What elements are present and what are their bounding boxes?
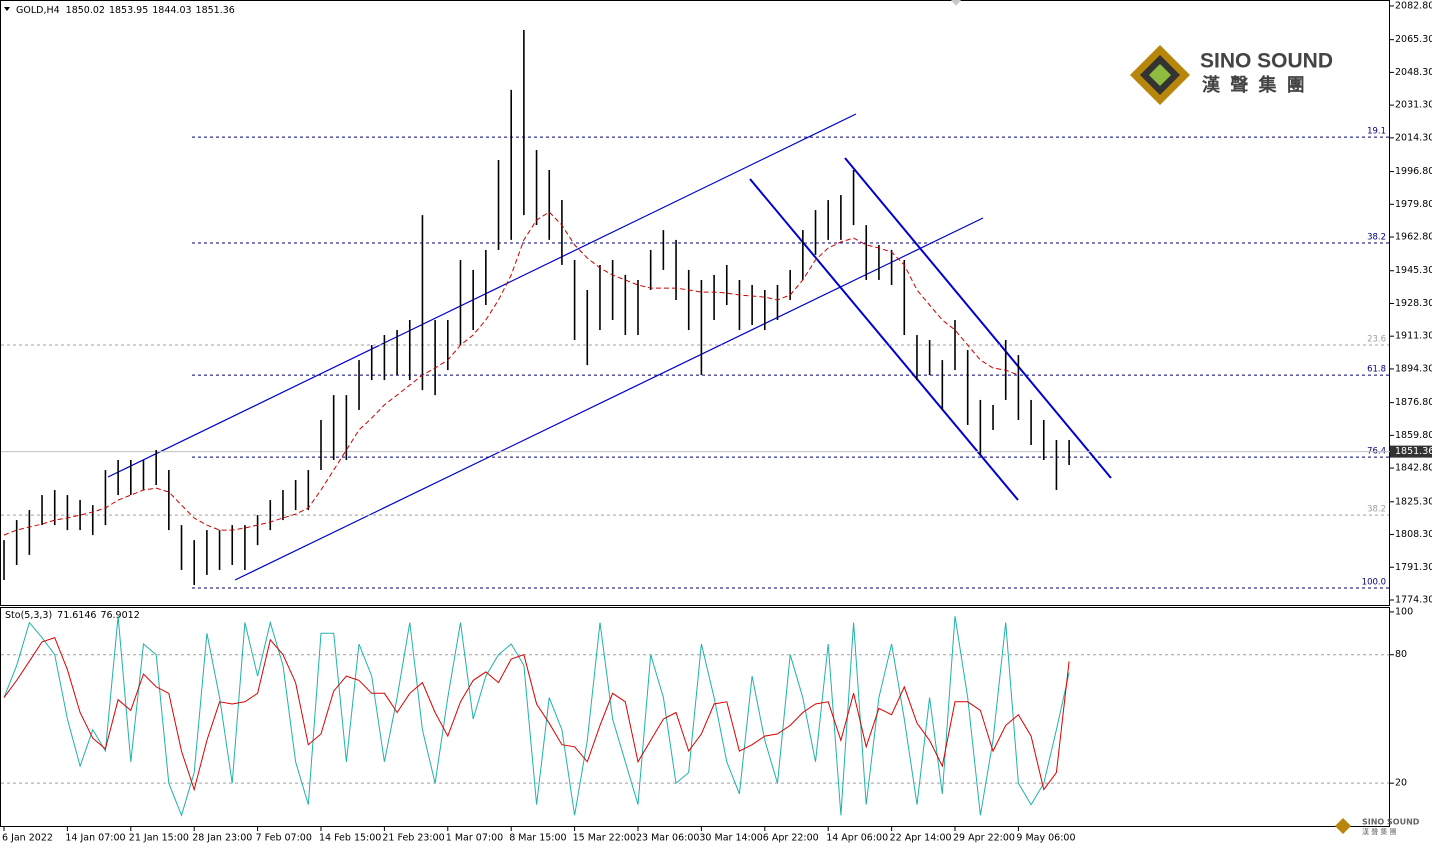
y-tick-label: 1928.30: [1395, 298, 1432, 309]
x-tick-label: 9 May 06:00: [1016, 833, 1075, 844]
stochastic-line: [3, 636, 1070, 792]
y-tick-label: 1911.30: [1395, 331, 1432, 342]
down-channel-lower[interactable]: [749, 178, 1019, 501]
x-tick-label: 15 Mar 22:00: [573, 833, 636, 844]
y-tick-label: 20: [1395, 778, 1407, 789]
y-tick-label: 2048.30: [1395, 67, 1432, 78]
x-tick-label: 1 Mar 07:00: [446, 833, 503, 844]
y-tick-label: 1825.30: [1395, 496, 1432, 507]
x-tick-label: 21 Jan 15:00: [129, 833, 189, 844]
x-tick-label: 6 Apr 22:00: [763, 833, 819, 844]
open-price: 1850.02: [66, 5, 105, 16]
down-channel-upper[interactable]: [844, 157, 1112, 479]
y-tick-label: 1791.30: [1395, 562, 1432, 573]
y-tick-label: 100: [1395, 606, 1413, 617]
y-tick-label: 1876.80: [1395, 397, 1432, 408]
symbol-header: GOLD,H4 1850.02 1853.95 1844.03 1851.36: [16, 5, 235, 16]
y-tick-label: 1808.30: [1395, 529, 1432, 540]
x-tick-label: 14 Feb 15:00: [319, 833, 381, 844]
fib-label: 61.8: [1367, 365, 1386, 375]
x-tick-label: 22 Apr 14:00: [890, 833, 952, 844]
y-tick-label: 2031.30: [1395, 100, 1432, 111]
x-tick-label: 14 Apr 06:00: [826, 833, 888, 844]
y-tick-label: 1842.80: [1395, 463, 1432, 474]
fib-label: 38.2: [1367, 233, 1386, 243]
y-tick-label: 2014.30: [1395, 132, 1432, 143]
fib-label: 23.6: [1367, 335, 1386, 345]
logo-core: [1149, 64, 1171, 86]
logo-chinese: 漢 聲 集 團: [1202, 74, 1307, 96]
y-tick-label: 1894.30: [1395, 363, 1432, 374]
y-tick-label: 1859.80: [1395, 430, 1432, 441]
last-price-box: [1390, 445, 1432, 458]
small-logo-chinese: 漢 聲 集 團: [1362, 827, 1397, 836]
x-tick-label: 30 Mar 14:00: [699, 833, 762, 844]
y-tick-label: 2082.80: [1395, 0, 1432, 11]
x-tick-label: 23 Mar 06:00: [636, 833, 699, 844]
stochastic-line: [3, 616, 1070, 817]
fib-label: 38.2: [1367, 505, 1386, 515]
x-tick-label: 21 Feb 23:00: [382, 833, 444, 844]
x-tick-label: 6 Jan 2022: [2, 833, 53, 844]
y-tick-label: 1996.80: [1395, 166, 1432, 177]
high-price: 1853.95: [109, 5, 148, 16]
x-tick-label: 7 Feb 07:00: [256, 833, 312, 844]
x-tick-label: 8 Mar 15:00: [509, 833, 566, 844]
small-logo: SINO SOUND 漢 聲 集 團: [1335, 818, 1420, 836]
last-price-label: 1851.36: [1395, 446, 1432, 457]
y-tick-label: 1979.80: [1395, 199, 1432, 210]
fib-label: 100.0: [1362, 578, 1386, 588]
small-logo-name: SINO SOUND: [1362, 818, 1420, 827]
stochastic-panel-frame: [0, 607, 1390, 827]
logo: SINO SOUND 漢 聲 集 團: [1130, 45, 1333, 105]
indicator-name: Sto(5,3,3): [5, 610, 52, 621]
signal-value: 76.9012: [100, 610, 139, 621]
main-value: 71.6146: [57, 610, 96, 621]
y-tick-label: 1945.30: [1395, 265, 1432, 276]
channel-upper[interactable]: [107, 113, 857, 478]
y-tick-label: 1774.30: [1395, 594, 1432, 605]
collapse-arrow[interactable]: [4, 7, 10, 11]
logo-name: SINO SOUND: [1200, 50, 1333, 73]
small-logo-diamond: [1335, 818, 1351, 834]
trend-lines: [107, 113, 1112, 581]
x-tick-label: 28 Jan 23:00: [192, 833, 252, 844]
x-tick-label: 14 Jan 07:00: [65, 833, 125, 844]
symbol: GOLD,H4: [16, 5, 60, 16]
y-tick-label: 1962.80: [1395, 232, 1432, 243]
y-tick-label: 2065.30: [1395, 34, 1432, 45]
stochastic-header: Sto(5,3,3) 71.6146 76.9012: [5, 610, 140, 621]
y-tick-label: 80: [1395, 649, 1407, 660]
low-price: 1844.03: [152, 5, 191, 16]
fib-label: 19.1: [1367, 127, 1386, 137]
x-tick-label: 29 Apr 22:00: [953, 833, 1015, 844]
close-price: 1851.36: [196, 5, 235, 16]
main-panel-frame: [0, 0, 1390, 606]
moving-average: [3, 211, 1019, 536]
channel-lower[interactable]: [234, 217, 984, 581]
shift-marker: [951, 0, 961, 6]
